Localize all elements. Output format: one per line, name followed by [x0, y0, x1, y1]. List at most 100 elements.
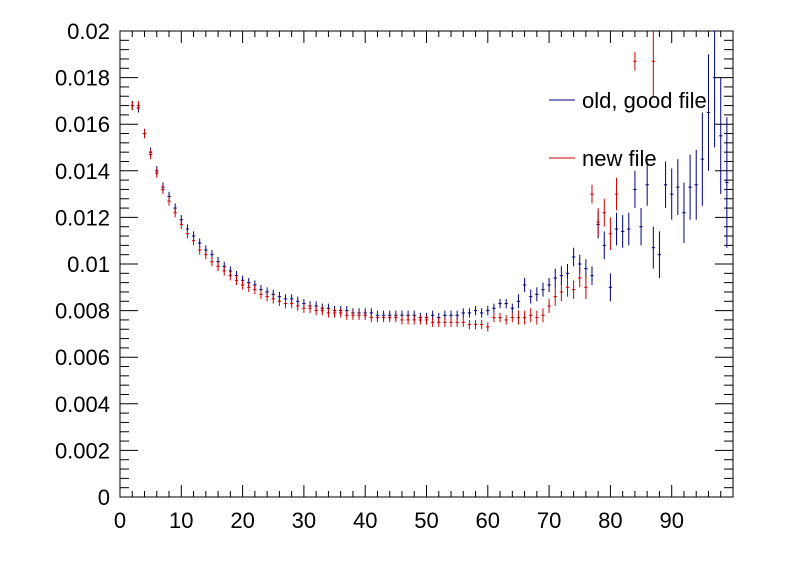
data-point: [437, 317, 441, 327]
data-point: [492, 303, 496, 313]
x-tick-label: 0: [114, 508, 126, 533]
data-point: [308, 303, 312, 313]
y-tick-label: 0.014: [55, 159, 110, 184]
data-point: [345, 310, 349, 320]
data-point: [596, 208, 600, 237]
data-point: [375, 312, 380, 323]
data-point: [602, 198, 606, 227]
data-point: [590, 266, 594, 285]
data-point: [498, 312, 502, 323]
data-point: [657, 231, 662, 278]
data-point: [173, 208, 177, 218]
data-point: [522, 277, 527, 292]
data-point: [461, 308, 465, 318]
data-point: [185, 229, 190, 239]
data-point: [516, 310, 521, 325]
data-point: [400, 315, 404, 325]
data-point: [486, 305, 490, 316]
data-point: [265, 291, 269, 302]
data-point: [700, 112, 705, 206]
data-point: [467, 308, 472, 318]
data-point: [326, 308, 331, 318]
data-point: [277, 296, 282, 306]
data-point: [240, 280, 245, 290]
data-point: [314, 305, 318, 316]
data-point: [259, 289, 263, 299]
data-point: [228, 270, 233, 281]
legend-label-new: new file: [582, 146, 657, 171]
data-point: [633, 51, 637, 71]
data-point: [584, 275, 588, 299]
data-point: [688, 154, 692, 220]
data-point: [296, 301, 300, 311]
data-point: [430, 317, 435, 327]
data-point: [620, 215, 625, 248]
data-point: [283, 298, 288, 309]
y-tick-label: 0: [98, 485, 110, 510]
y-tick-label: 0.02: [67, 19, 110, 44]
data-point: [148, 149, 153, 160]
data-point: [320, 305, 324, 316]
data-point: [289, 298, 294, 309]
data-point: [467, 319, 472, 330]
data-point: [522, 310, 527, 325]
data-point: [406, 315, 410, 325]
data-point: [161, 184, 165, 195]
data-point: [559, 266, 564, 285]
data-point: [694, 149, 698, 220]
x-tick-label: 10: [169, 508, 193, 533]
y-tick-label: 0.016: [55, 112, 110, 137]
data-point: [706, 54, 711, 171]
data-point: [553, 287, 557, 306]
data-point: [369, 312, 374, 323]
data-point: [302, 303, 306, 313]
data-point: [663, 161, 668, 209]
data-point: [633, 170, 637, 209]
x-tick-label: 40: [353, 508, 377, 533]
data-point: [547, 277, 551, 292]
y-tick-label: 0.018: [55, 66, 110, 91]
data-point: [529, 289, 533, 304]
data-point: [461, 317, 465, 327]
data-point: [565, 277, 570, 297]
legend: old, good file new file: [549, 88, 707, 171]
data-point: [167, 196, 171, 206]
data-point: [204, 250, 208, 260]
data-point: [535, 310, 539, 325]
data-point: [578, 268, 582, 288]
data-point: [247, 282, 251, 292]
data-point: [541, 308, 545, 323]
data-point: [479, 319, 484, 330]
data-point: [571, 247, 576, 267]
data-point: [584, 259, 588, 278]
data-point: [645, 163, 649, 206]
data-point: [725, 117, 729, 248]
data-point: [712, 31, 717, 148]
data-point: [332, 308, 337, 318]
x-tick-label: 80: [598, 508, 622, 533]
data-point: [473, 305, 478, 316]
data-point: [676, 159, 680, 216]
x-tick-label: 50: [414, 508, 438, 533]
data-point: [473, 319, 478, 330]
series-new-file: [130, 31, 655, 332]
data-point: [443, 317, 447, 327]
data-point: [553, 268, 557, 288]
data-point: [682, 182, 686, 244]
x-tick-label: 20: [230, 508, 254, 533]
data-point: [547, 298, 551, 313]
data-point: [424, 315, 429, 325]
data-point: [516, 294, 521, 309]
data-point: [492, 312, 496, 323]
data-point: [529, 308, 533, 323]
data-point: [504, 315, 508, 325]
data-point: [363, 310, 367, 320]
data-point: [210, 257, 214, 267]
data-point: [455, 317, 459, 327]
y-tick-label: 0.01: [67, 252, 110, 277]
data-point: [719, 77, 723, 195]
data-point: [394, 312, 398, 323]
y-tick-label: 0.004: [55, 392, 110, 417]
